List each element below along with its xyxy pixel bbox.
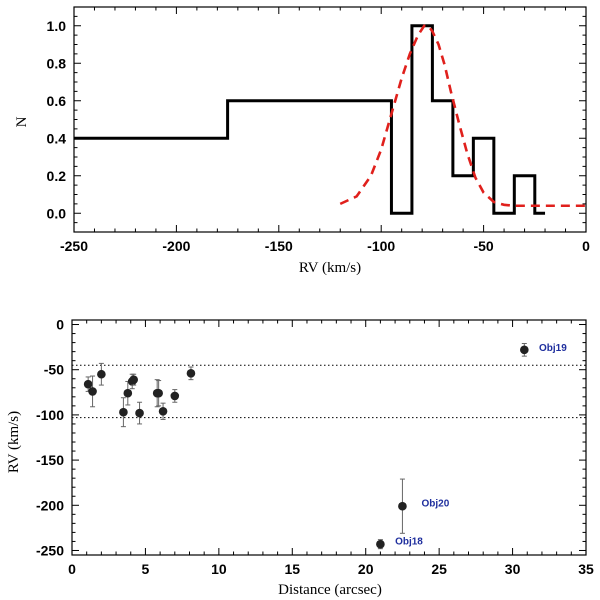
data-point: [135, 401, 144, 425]
x-tick-label: 0: [582, 238, 590, 254]
point-marker: [376, 539, 385, 549]
x-tick-label: -150: [265, 238, 293, 254]
scatter-y-axis-label: RV (km/s): [6, 411, 22, 473]
histogram-x-tick-labels: -250 -200 -150 -100 -50 0: [60, 238, 590, 254]
data-point: [83, 376, 93, 392]
point-marker: [170, 391, 180, 401]
histogram-panel: -250 -200 -150 -100 -50 0 0.00.20.40.60.81.0 …: [14, 6, 590, 276]
scatter-points: [83, 343, 529, 550]
scatter-x-axis-label: Distance (arcsec): [278, 582, 382, 598]
y-tick-label: 0.2: [47, 168, 67, 184]
data-point: [170, 389, 180, 403]
histogram-x-axis-label: RV (km/s): [299, 260, 361, 276]
scatter-plot-frame: [71, 319, 587, 556]
data-point: [376, 539, 385, 550]
data-point: [186, 366, 196, 381]
scatter-ticks: [71, 320, 587, 555]
y-tick-label: -150: [36, 452, 64, 468]
x-tick-label: 30: [505, 561, 521, 577]
x-tick-label: 5: [142, 561, 150, 577]
point-marker: [158, 406, 168, 416]
object-annotation: Obj20: [422, 498, 450, 509]
x-tick-label: 10: [211, 561, 227, 577]
x-tick-label: 25: [431, 561, 447, 577]
y-tick-label: -200: [36, 497, 64, 513]
y-tick-label: -250: [36, 542, 64, 558]
y-tick-label: 1.0: [47, 18, 67, 34]
x-tick-label: -200: [162, 238, 190, 254]
object-annotation: Obj18: [395, 536, 423, 547]
point-marker: [119, 407, 128, 417]
data-point: [154, 380, 163, 407]
y-tick-label: -50: [44, 362, 64, 378]
point-marker: [129, 375, 138, 384]
x-tick-label: 35: [578, 561, 594, 577]
data-point: [158, 402, 168, 420]
scatter-x-tick-labels: 0 5 10 15 20 25 30 35: [68, 561, 594, 577]
point-marker: [88, 387, 97, 396]
point-marker: [398, 501, 407, 511]
data-point: [119, 397, 128, 428]
x-tick-label: 15: [284, 561, 300, 577]
y-tick-label: 0.8: [47, 55, 67, 71]
point-marker: [123, 388, 133, 398]
data-point: [129, 373, 138, 386]
x-tick-label: 0: [68, 561, 76, 577]
gaussian-fit-line: [339, 24, 586, 208]
y-tick-label: 0.0: [47, 205, 67, 221]
y-tick-label: 0.4: [47, 130, 67, 146]
y-tick-label: 0.6: [47, 93, 67, 109]
scatter-panel: 0 5 10 15 20 25 30 35 0 -50 -100 -150 -200 -250 Obj1…: [6, 317, 594, 598]
histogram-ticks: [73, 7, 587, 232]
scatter-annotations: Obj19 Obj20 Obj18: [395, 343, 567, 547]
point-marker: [186, 369, 196, 378]
histogram-y-axis-label: N: [14, 116, 30, 127]
x-tick-label: -50: [473, 238, 493, 254]
point-marker: [83, 379, 93, 389]
y-tick-label: 0: [56, 317, 64, 333]
histogram-plot-frame: [73, 6, 587, 233]
histogram-y-tick-labels: 0.0 0.2 0.4 0.6 0.8 1.0: [47, 18, 67, 222]
object-annotation: Obj19: [539, 343, 567, 354]
point-marker: [154, 388, 163, 398]
data-point: [398, 478, 407, 534]
x-tick-label: 20: [358, 561, 374, 577]
data-point: [88, 375, 97, 408]
point-marker: [520, 345, 529, 355]
scatter-y-tick-labels: 0 -50 -100 -150 -200 -250: [36, 317, 64, 559]
point-marker: [135, 408, 144, 418]
data-point: [97, 362, 106, 386]
data-point: [520, 343, 529, 357]
x-tick-label: -100: [367, 238, 395, 254]
point-marker: [97, 369, 106, 379]
y-tick-label: -100: [36, 407, 64, 423]
scatter-reference-lines: [72, 364, 586, 419]
x-tick-label: -250: [60, 238, 88, 254]
histogram-steps: [74, 24, 546, 215]
